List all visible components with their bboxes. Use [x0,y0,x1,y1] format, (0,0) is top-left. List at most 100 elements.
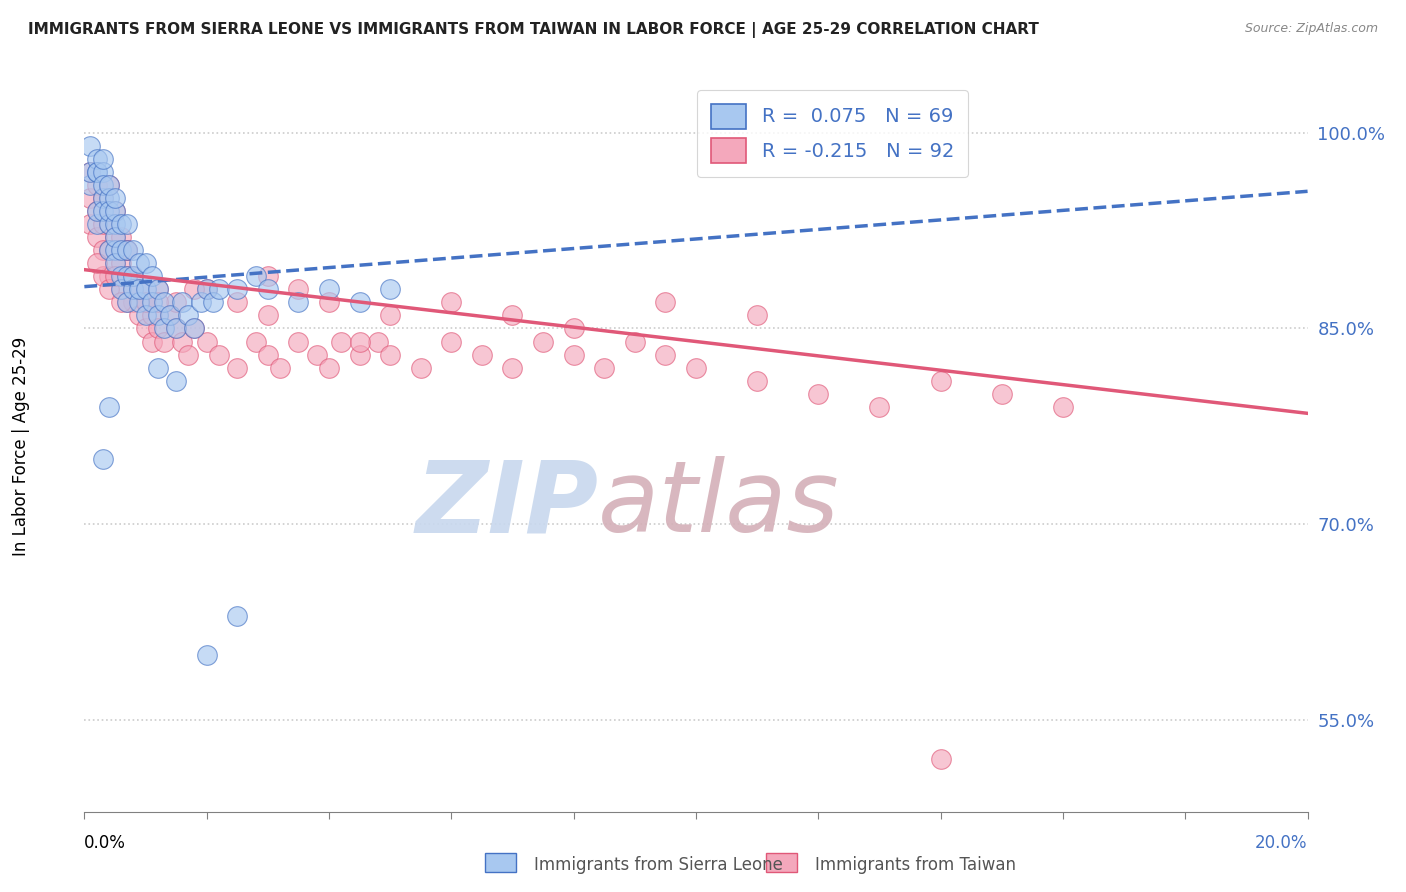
Point [257,282,280,296]
Point [330,334,353,349]
Text: 20.0%: 20.0% [1256,834,1308,852]
Point [440,334,463,349]
Point [104,243,127,257]
Point [110,217,132,231]
Point [97,217,120,231]
Text: atlas: atlas [598,456,839,553]
Point [110,295,132,310]
Point [245,269,267,284]
Point [562,348,585,362]
Point [165,321,187,335]
Point [91,217,114,231]
Point [91,191,114,205]
Point [79,138,101,153]
Point [115,243,138,257]
Point [318,282,340,296]
Point [593,360,616,375]
Point [141,295,163,310]
Point [86,165,108,179]
Point [91,269,114,284]
Point [91,243,114,257]
Point [115,217,138,231]
Point [367,334,389,349]
Point [110,230,132,244]
Point [110,282,132,296]
Point [86,203,108,218]
Point [177,309,200,323]
Point [929,374,952,388]
Point [86,217,108,231]
Point [104,256,127,270]
Point [146,360,169,375]
Point [110,256,132,270]
Point [195,648,218,662]
Point [146,309,169,323]
Point [115,243,138,257]
Point [226,295,249,310]
Point [141,309,163,323]
Point [86,152,108,166]
Point [177,348,200,362]
Point [104,217,127,231]
Point [122,282,145,296]
Point [128,282,150,296]
Point [929,752,952,766]
Point [97,400,120,414]
Point [183,321,205,335]
Point [115,295,138,310]
Point [380,282,402,296]
Point [146,295,169,310]
Point [159,309,181,323]
Point [97,217,120,231]
Point [201,295,224,310]
Point [135,309,157,323]
Point [146,321,169,335]
Point [1052,400,1074,414]
Point [807,386,830,401]
Point [318,295,340,310]
Text: Source: ZipAtlas.com: Source: ZipAtlas.com [1244,22,1378,36]
Point [146,282,169,296]
Point [141,334,163,349]
Point [159,309,181,323]
Point [380,348,402,362]
Point [624,334,647,349]
Point [91,165,114,179]
Point [122,282,145,296]
Point [97,191,120,205]
Point [502,360,524,375]
Point [349,334,371,349]
Point [195,334,218,349]
Point [79,165,101,179]
Point [654,348,676,362]
Point [654,295,676,310]
Legend: R =  0.075   N = 69, R = -0.215   N = 92: R = 0.075 N = 69, R = -0.215 N = 92 [697,90,967,177]
Point [128,282,150,296]
Point [269,360,291,375]
Point [104,230,127,244]
Point [318,360,340,375]
Point [165,374,187,388]
Point [135,295,157,310]
Point [115,243,138,257]
Point [380,309,402,323]
Point [531,334,554,349]
Text: In Labor Force | Age 25-29: In Labor Force | Age 25-29 [13,336,30,556]
Point [79,217,101,231]
Point [86,178,108,192]
Point [104,269,127,284]
Point [135,256,157,270]
Point [409,360,432,375]
Point [226,608,249,623]
Point [110,282,132,296]
Point [122,243,145,257]
Point [226,360,249,375]
Point [153,321,176,335]
Point [141,269,163,284]
Point [562,321,585,335]
Point [172,295,194,310]
Point [208,282,231,296]
Point [79,165,101,179]
Point [104,256,127,270]
Point [128,295,150,310]
